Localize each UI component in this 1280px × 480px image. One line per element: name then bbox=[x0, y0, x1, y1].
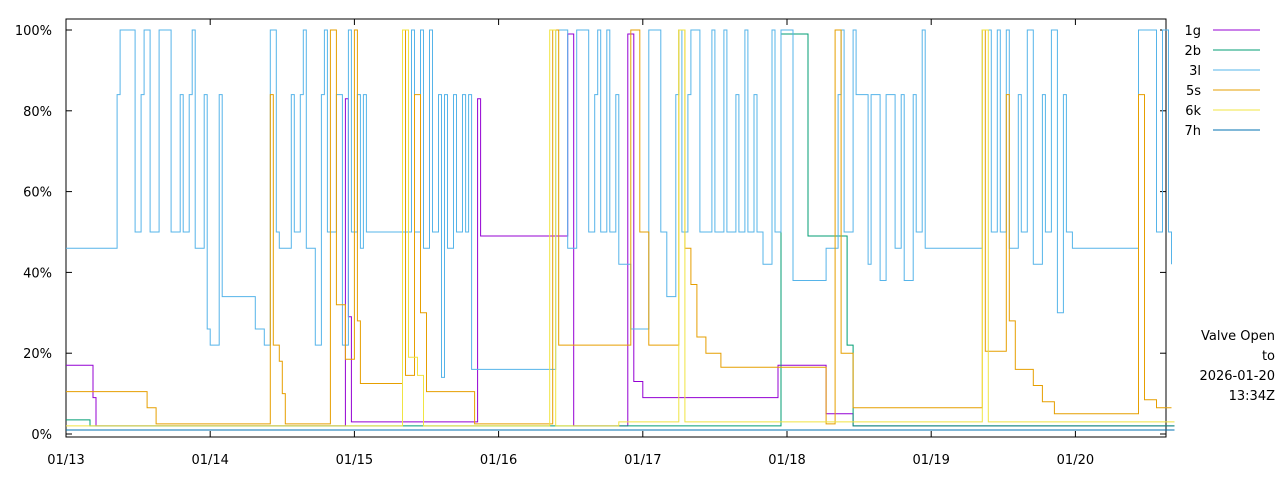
x-tick-label: 01/19 bbox=[912, 453, 949, 468]
y-tick-label: 80% bbox=[23, 105, 52, 120]
legend-label-5s: 5s bbox=[1186, 84, 1201, 99]
legend-label-6k: 6k bbox=[1185, 104, 1201, 119]
legend-label-7h: 7h bbox=[1184, 124, 1201, 139]
series-line-1g bbox=[66, 33, 1175, 427]
y-tick-label: 60% bbox=[23, 186, 52, 201]
x-tick-label: 01/18 bbox=[768, 453, 805, 468]
y-axis: 0% 20% 40% 60% 80% 100% bbox=[15, 24, 1166, 443]
caption-line: 13:34Z bbox=[1229, 389, 1275, 404]
series-line-2b bbox=[66, 33, 1175, 427]
legend-label-1g: 1g bbox=[1184, 24, 1201, 39]
x-tick-label: 01/13 bbox=[47, 453, 84, 468]
caption-line: 2026-01-20 bbox=[1199, 369, 1275, 384]
caption-line: Valve Open bbox=[1201, 329, 1275, 344]
y-tick-label: 20% bbox=[23, 347, 52, 362]
y-tick-label: 40% bbox=[23, 266, 52, 281]
chart-caption: Valve Open to 2026-01-20 13:34Z bbox=[1199, 329, 1275, 404]
series-line-3l bbox=[66, 29, 1172, 378]
x-tick-label: 01/20 bbox=[1057, 453, 1094, 468]
series-line-5s bbox=[66, 29, 1172, 425]
x-tick-label: 01/17 bbox=[624, 453, 661, 468]
y-tick-label: 0% bbox=[31, 428, 52, 443]
caption-line: to bbox=[1262, 349, 1275, 364]
legend: 1g 2b 3l 5s 6k 7h bbox=[1184, 24, 1260, 139]
legend-label-2b: 2b bbox=[1184, 44, 1201, 59]
series-lines bbox=[66, 29, 1175, 431]
x-tick-label: 01/14 bbox=[191, 453, 228, 468]
legend-label-3l: 3l bbox=[1189, 64, 1201, 79]
x-tick-label: 01/15 bbox=[336, 453, 373, 468]
y-tick-label: 100% bbox=[15, 24, 52, 39]
plot-border bbox=[65, 18, 1167, 438]
series-line-6k bbox=[66, 29, 1175, 427]
plot-frame bbox=[65, 18, 1167, 438]
x-tick-label: 01/16 bbox=[480, 453, 517, 468]
x-axis: 01/13 01/14 01/15 01/16 01/17 01/18 01/19 01/20 bbox=[47, 19, 1094, 468]
